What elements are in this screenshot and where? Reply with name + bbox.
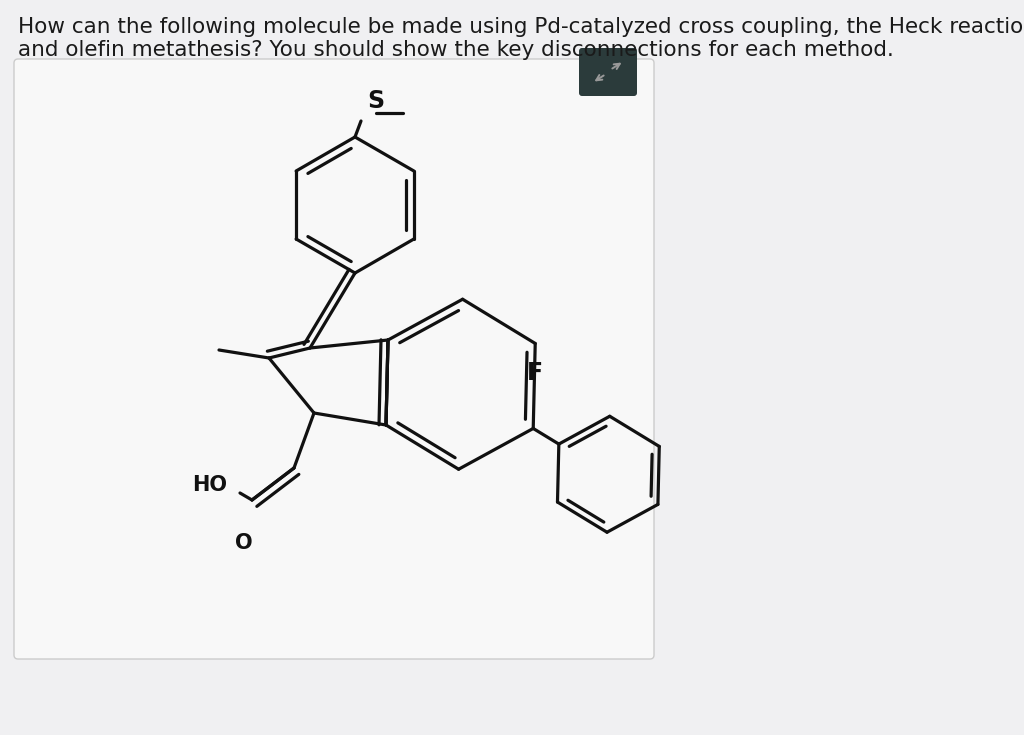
FancyBboxPatch shape [579,48,637,96]
Text: F: F [527,362,544,385]
Text: O: O [236,533,253,553]
Text: How can the following molecule be made using Pd-catalyzed cross coupling, the He: How can the following molecule be made u… [18,17,1024,37]
Text: S: S [367,89,384,113]
FancyBboxPatch shape [14,59,654,659]
Text: and olefin metathesis? You should show the key disconnections for each method.: and olefin metathesis? You should show t… [18,40,894,60]
Text: HO: HO [193,475,227,495]
